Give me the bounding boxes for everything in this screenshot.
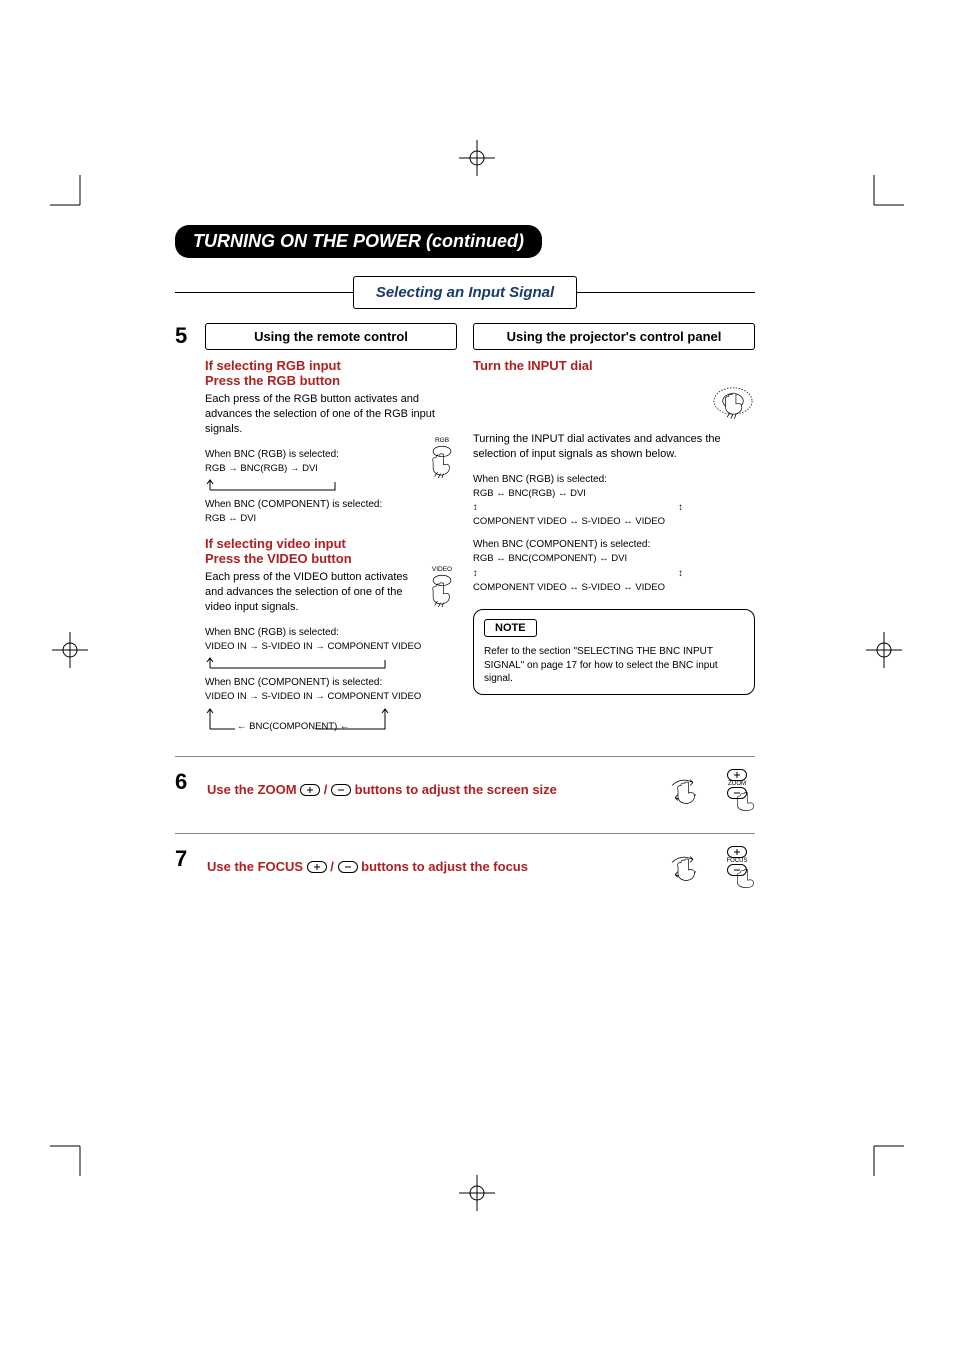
input-dial-hand-icon	[711, 379, 755, 423]
updown-arrow-icon: ↕	[473, 567, 478, 581]
step6-row: 6 Use the ZOOM / buttons to adjust the s…	[175, 769, 755, 811]
page-banner: TURNING ON THE POWER (continued)	[175, 225, 542, 258]
rgb-body: Each press of the RGB button activates a…	[205, 392, 457, 437]
loop-arrow-icon	[205, 654, 405, 670]
panel-bnc-comp-label: When BNC (COMPONENT) is selected:	[473, 537, 755, 552]
section-title-row: Selecting an Input Signal	[175, 276, 755, 309]
step7-number: 7	[175, 846, 197, 872]
rgb-bnc-comp-chain: RGB ↔ DVI	[205, 512, 427, 526]
panel-body: Turning the INPUT dial activates and adv…	[473, 432, 755, 462]
crop-mark-bottom	[457, 1173, 497, 1213]
panel-bnc-comp-line1: RGB ↔ BNC(COMPONENT) ↔ DVI	[473, 552, 755, 566]
video-bnc-comp-label: When BNC (COMPONENT) is selected:	[205, 675, 457, 690]
video-body: Each press of the VIDEO button activates…	[205, 570, 419, 615]
panel-bnc-comp-line2: COMPONENT VIDEO ↔ S-VIDEO ↔ VIDEO	[473, 581, 755, 595]
panel-bnc-rgb-label: When BNC (RGB) is selected:	[473, 472, 755, 487]
minus-button-icon	[338, 861, 358, 873]
crop-mid-right	[864, 630, 904, 670]
video-heading: If selecting video input Press the VIDEO…	[205, 536, 457, 566]
minus-button-icon	[727, 787, 747, 799]
video-bnc-rgb-label: When BNC (RGB) is selected:	[205, 625, 457, 640]
minus-button-icon	[727, 864, 747, 876]
video-bnc-comp-chain-1: VIDEO IN → S-VIDEO IN → COMPONENT VIDEO	[205, 690, 457, 704]
crop-corner-tl	[50, 175, 90, 215]
step5-number: 5	[175, 323, 197, 349]
panel-bnc-rgb-line2: COMPONENT VIDEO ↔ S-VIDEO ↔ VIDEO	[473, 515, 755, 529]
remote-box-title: Using the remote control	[205, 323, 457, 350]
video-bnc-comp-chain-2: ← BNC(COMPONENT) ←	[237, 720, 457, 734]
step7-row: 7 Use the FOCUS / buttons to adjust the …	[175, 846, 755, 888]
rgb-heading: If selecting RGB input Press the RGB but…	[205, 358, 457, 388]
note-title: NOTE	[484, 619, 537, 637]
divider	[175, 833, 755, 834]
rgb-button-hand-icon	[427, 444, 457, 478]
plus-button-icon	[727, 846, 747, 858]
rgb-button-label: RGB	[427, 437, 457, 444]
panel-heading: Turn the INPUT dial	[473, 358, 755, 373]
plus-button-icon	[307, 861, 327, 873]
rgb-bnc-comp-label: When BNC (COMPONENT) is selected:	[205, 497, 427, 512]
note-body: Refer to the section "SELECTING THE BNC …	[484, 645, 744, 686]
crop-mid-left	[50, 630, 90, 670]
updown-arrow-icon: ↕	[473, 501, 478, 515]
divider	[175, 756, 755, 757]
rgb-bnc-rgb-label: When BNC (RGB) is selected:	[205, 447, 427, 462]
rotate-hand-icon	[667, 852, 701, 882]
panel-bnc-rgb-line1: RGB ↔ BNC(RGB) ↔ DVI	[473, 487, 755, 501]
crop-corner-br	[864, 1136, 904, 1176]
loop-arrow-icon	[205, 476, 355, 492]
step6-number: 6	[175, 769, 197, 795]
remote-column: 5 Using the remote control If selecting …	[175, 323, 457, 734]
video-button-label: VIDEO	[427, 566, 457, 573]
crop-corner-bl	[50, 1136, 90, 1176]
crop-corner-tr	[864, 175, 904, 215]
crop-mark-top	[457, 138, 497, 178]
step5-row: 5 Using the remote control If selecting …	[175, 323, 755, 734]
focus-buttons-icon: FOCUS	[719, 846, 755, 888]
plus-button-icon	[727, 769, 747, 781]
step7-text: Use the FOCUS / buttons to adjust the fo…	[207, 859, 657, 876]
panel-box-title: Using the projector's control panel	[473, 323, 755, 350]
rotate-hand-icon	[667, 775, 701, 805]
plus-button-icon	[300, 784, 320, 796]
zoom-buttons-icon: ZOOM	[719, 769, 755, 811]
updown-arrow-icon: ↕	[678, 567, 683, 581]
rgb-bnc-rgb-chain: RGB → BNC(RGB) → DVI	[205, 462, 427, 476]
note-box: NOTE Refer to the section "SELECTING THE…	[473, 609, 755, 695]
page-content: TURNING ON THE POWER (continued) Selecti…	[175, 225, 755, 888]
video-button-hand-icon	[427, 573, 457, 607]
updown-arrow-icon: ↕	[678, 501, 683, 515]
section-title: Selecting an Input Signal	[353, 276, 577, 309]
minus-button-icon	[331, 784, 351, 796]
step6-text: Use the ZOOM / buttons to adjust the scr…	[207, 782, 657, 799]
video-bnc-rgb-chain: VIDEO IN → S-VIDEO IN → COMPONENT VIDEO	[205, 640, 457, 654]
panel-column: Using the projector's control panel Turn…	[473, 323, 755, 734]
